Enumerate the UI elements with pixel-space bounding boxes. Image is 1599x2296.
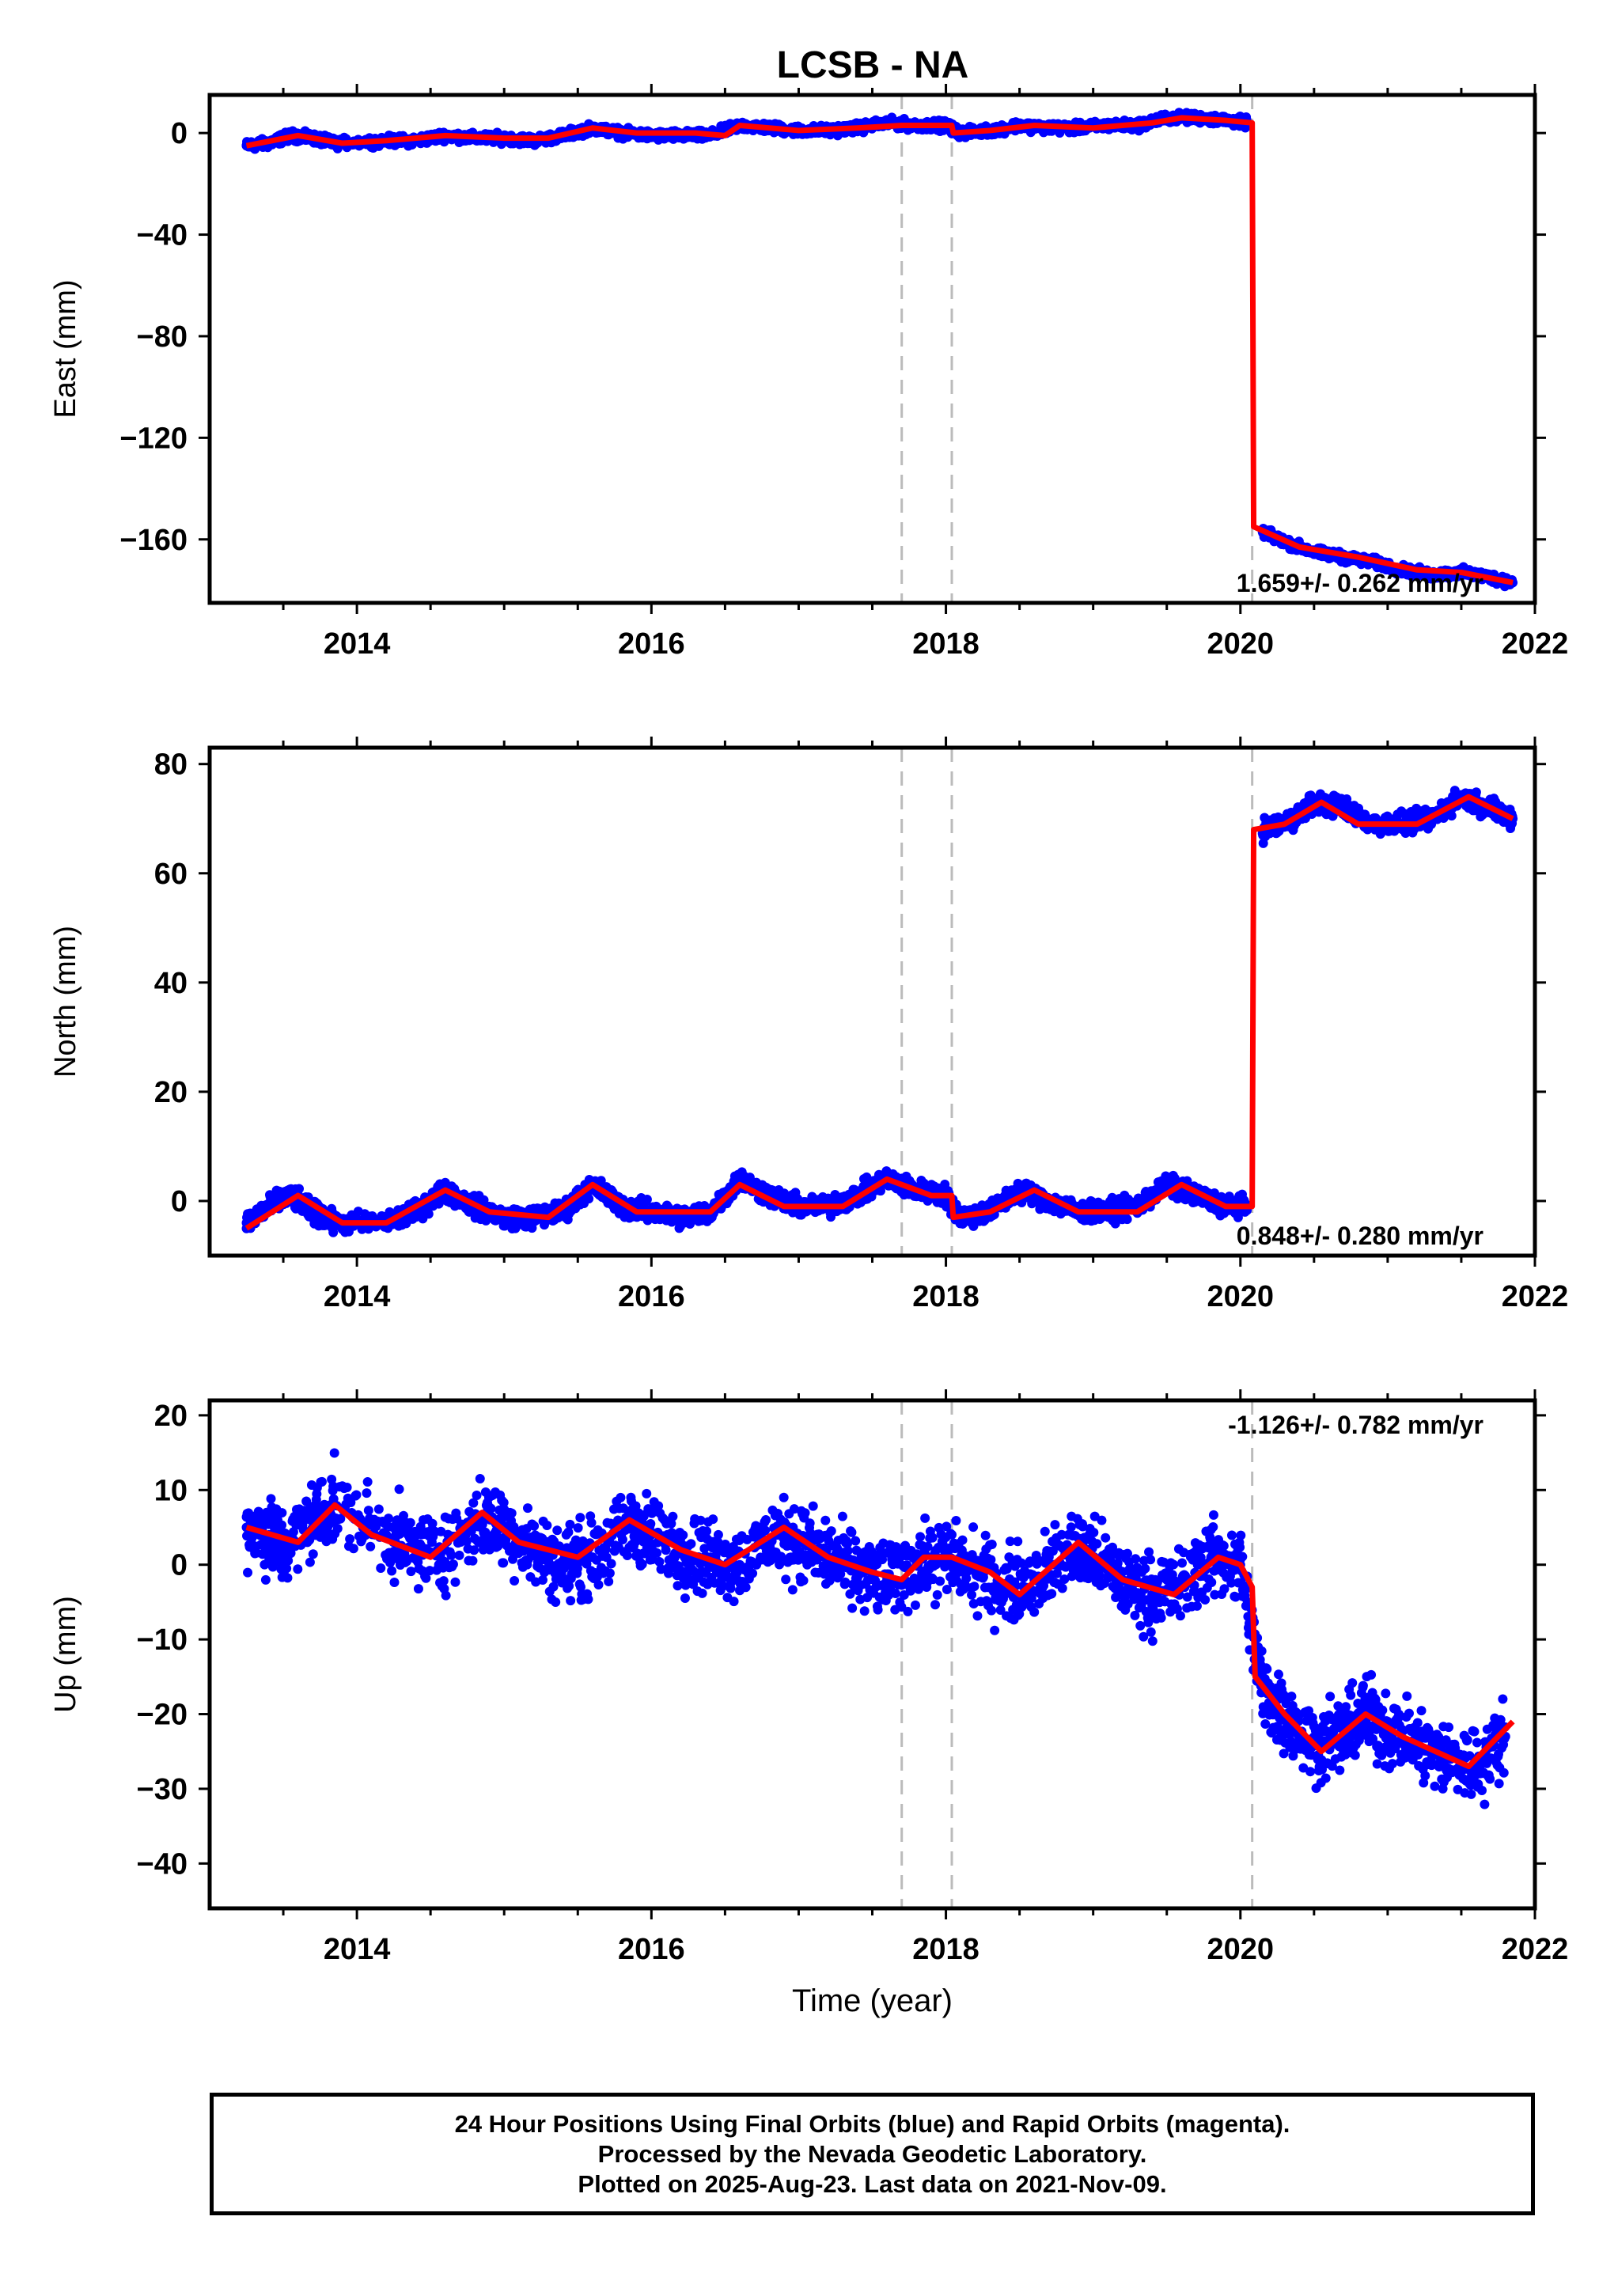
model-line: [245, 115, 1514, 585]
panel-plot-area: [241, 748, 1518, 1256]
y-tick-label: −40: [137, 219, 188, 252]
data-point: [308, 1207, 318, 1217]
x-tick-label: 2020: [1207, 627, 1275, 661]
data-point: [263, 1201, 274, 1211]
panel-1: 2014 2016 2018 2020 2022 0 −40 −80 −120 −160 East …: [49, 84, 1568, 661]
y-tick-label: −160: [119, 524, 188, 557]
x-tick-label: 2014: [324, 627, 391, 661]
data-point: [584, 1194, 594, 1204]
y-tick-label: 0: [171, 117, 188, 150]
x-tick-label: 2016: [618, 627, 685, 661]
data-point: [1471, 787, 1481, 798]
chart-title: LCSB - NA: [777, 44, 969, 86]
data-point: [1161, 1180, 1172, 1190]
data-point: [642, 1195, 652, 1205]
panel-frame: [207, 93, 1537, 605]
data-point: [294, 1184, 305, 1194]
data-point: [826, 1212, 836, 1222]
data-point: [479, 1195, 489, 1205]
data-point: [1014, 1185, 1025, 1195]
data-point: [676, 1212, 686, 1222]
x-tick-label: 2018: [912, 627, 979, 661]
data-point: [1446, 811, 1457, 821]
data-point: [1122, 1214, 1132, 1225]
y-axis-label: East (mm): [49, 279, 82, 418]
y-tick-label: −80: [137, 320, 188, 354]
panel-plot-area: [241, 95, 1518, 603]
data-point: [735, 1174, 745, 1184]
data-point: [596, 1176, 606, 1186]
data-point: [423, 1209, 434, 1219]
y-tick-label: −120: [119, 422, 188, 455]
x-tick-label: 2022: [1502, 627, 1569, 661]
rate-label: 1.659+/- 0.262 mm/yr: [1237, 569, 1483, 597]
